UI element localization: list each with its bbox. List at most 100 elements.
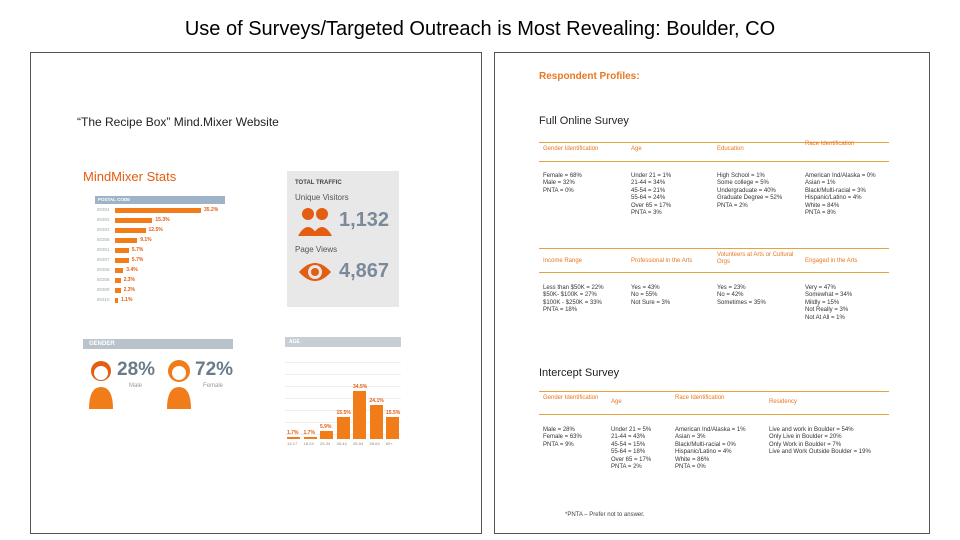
respondent-profiles-panel: Respondent Profiles: Full Online Survey … bbox=[494, 52, 930, 534]
stat-line: Graduate Degree = 52% bbox=[717, 195, 783, 202]
age-category-label: 35-44 bbox=[336, 441, 347, 446]
postal-value-label: 5.7% bbox=[131, 247, 144, 253]
male-label: Male bbox=[129, 383, 143, 389]
stat-line: White = 84% bbox=[805, 202, 840, 209]
postal-code-label: 80308 bbox=[97, 277, 110, 282]
stat-line: Female = 63% bbox=[543, 434, 582, 441]
age-category-label: 65+ bbox=[386, 441, 393, 446]
online-rule-2-top bbox=[539, 248, 889, 249]
postal-code-chart: POSTAL CODE 80304 35.2% 80302 15.3% 80303 12.… bbox=[95, 196, 225, 308]
female-pct: 72% bbox=[195, 359, 234, 380]
postal-header-label: POSTAL CODE bbox=[98, 197, 131, 202]
age-bar bbox=[287, 436, 300, 439]
stat-line: PNTA = 2% bbox=[611, 464, 642, 471]
stat-line: 21-44 = 43% bbox=[611, 434, 646, 441]
postal-bar bbox=[115, 258, 129, 263]
stat-line: Undergraduate = 40% bbox=[717, 187, 776, 194]
stat-line: American Ind/Alaska = 0% bbox=[805, 173, 876, 179]
traffic-header: TOTAL TRAFFIC bbox=[295, 180, 342, 186]
stat-line: Somewhat = 34% bbox=[805, 292, 853, 299]
stat-line: PNTA = 8% bbox=[805, 210, 836, 217]
postal-value-label: 1.1% bbox=[121, 297, 133, 303]
female-label: Female bbox=[203, 383, 224, 389]
stat-line: Asian = 1% bbox=[805, 180, 836, 187]
stat-line: 55-64 = 18% bbox=[611, 449, 646, 456]
intercept-col-age: Under 21 = 5% 21-44 = 43% 45-54 = 15% 55-64… bbox=[611, 427, 651, 471]
stat-line: Not Sure = 3% bbox=[631, 299, 671, 306]
website-title: “The Recipe Box” Mind.Mixer Website bbox=[77, 115, 279, 129]
unique-visitors-value: 1,132 bbox=[339, 209, 390, 231]
postal-code-label: 80305 bbox=[97, 237, 110, 242]
online-col-volunteers: Yes = 23% No = 42% Sometimes = 35% bbox=[717, 285, 766, 307]
page-views-value: 4,867 bbox=[339, 260, 390, 282]
profiles-title: Respondent Profiles: bbox=[539, 71, 640, 82]
stat-line: Less than $50K = 22% bbox=[543, 285, 604, 291]
stat-line: 45-54 = 15% bbox=[611, 441, 646, 448]
postal-value-label: 3.4% bbox=[126, 267, 138, 273]
gender-header-bar bbox=[83, 339, 233, 349]
postal-code-label: 80310 bbox=[97, 297, 110, 302]
stat-line: PNTA = 18% bbox=[543, 307, 578, 314]
online-rule-1-bottom bbox=[539, 161, 889, 162]
stat-line: Asian = 3% bbox=[675, 434, 706, 441]
age-value-label: 34.5% bbox=[353, 384, 368, 390]
stat-line: No = 42% bbox=[717, 292, 744, 299]
age-value-label: 1.7% bbox=[303, 429, 315, 436]
age-value-label: 5.9% bbox=[320, 423, 332, 430]
stat-line: 45-54 = 21% bbox=[631, 187, 666, 194]
age-bar bbox=[320, 430, 333, 439]
online-rule-1-top bbox=[539, 142, 889, 143]
postal-header bbox=[95, 196, 225, 204]
online-hdr-race: Race Identification bbox=[805, 141, 855, 147]
stat-line: Only Work in Boulder = 7% bbox=[769, 441, 842, 448]
age-category-label: 45-54 bbox=[353, 441, 364, 446]
stat-line: Only Live in Boulder = 20% bbox=[769, 434, 842, 441]
age-bar bbox=[369, 405, 383, 439]
online-col-gender: Female = 68% Male = 32% PNTA = 0% bbox=[543, 173, 582, 195]
age-category-label: 13-17 bbox=[287, 441, 298, 446]
age-bar bbox=[386, 417, 399, 439]
stat-line: Not At All = 1% bbox=[805, 314, 845, 321]
intercept-rule-top bbox=[539, 391, 889, 392]
online-hdr-gender: Gender Identification bbox=[543, 146, 599, 152]
intercept-hdr-gender: Gender Identification bbox=[543, 395, 599, 401]
postal-code-label: 80307 bbox=[97, 257, 110, 262]
stat-line: Not Really = 3% bbox=[805, 307, 849, 314]
postal-code-label: 80304 bbox=[97, 207, 110, 212]
stat-line: Over 65 = 17% bbox=[611, 456, 652, 463]
postal-value-label: 15.3% bbox=[155, 217, 170, 223]
stat-line: High School = 1% bbox=[717, 173, 765, 179]
intercept-survey-title: Intercept Survey bbox=[539, 367, 620, 379]
online-col-engaged: Very = 47% Somewhat = 34% Mildly = 15% Not … bbox=[805, 285, 852, 322]
postal-code-label: 80301 bbox=[97, 247, 110, 252]
age-box: AGE 1.7% 13-17 1.7% 18-24 5.9% 25-34 15.5% 35-4… bbox=[285, 337, 401, 449]
age-bar bbox=[353, 391, 366, 439]
intercept-hdr-residency: Residency bbox=[769, 399, 798, 405]
male-pct: 28% bbox=[117, 359, 156, 380]
stat-line: Mildly = 15% bbox=[805, 299, 840, 306]
stats-title: MindMixer Stats bbox=[83, 169, 177, 184]
postal-bar bbox=[115, 268, 124, 273]
stat-line: White = 86% bbox=[675, 456, 710, 463]
people-icon bbox=[298, 208, 332, 236]
stat-line: Over 65 = 17% bbox=[631, 202, 672, 209]
gender-box: GENDER 28% Male 72% Female bbox=[83, 339, 233, 419]
postal-value-label: 35.2% bbox=[204, 207, 219, 213]
stat-line: Under 21 = 5% bbox=[611, 427, 652, 433]
stat-line: PNTA = 0% bbox=[543, 187, 574, 194]
online-hdr-age: Age bbox=[631, 146, 642, 152]
postal-bar bbox=[115, 298, 118, 303]
online-col-race: American Ind/Alaska = 0% Asian = 1% Black/… bbox=[805, 173, 876, 217]
postal-bar bbox=[115, 248, 129, 253]
traffic-box: TOTAL TRAFFIC Unique Visitors 1,132 Page… bbox=[287, 171, 399, 307]
postal-bar bbox=[115, 288, 121, 293]
male-icon bbox=[89, 361, 113, 409]
intercept-hdr-race: Race Identification bbox=[675, 395, 725, 401]
stat-line: 21-44 = 34% bbox=[631, 180, 666, 187]
stat-line: Yes = 23% bbox=[717, 285, 746, 291]
stat-line: Black/Multi-racial = 3% bbox=[805, 187, 866, 194]
online-hdr-education: Education bbox=[717, 146, 744, 152]
intercept-col-race: American Ind/Alaska = 1% Asian = 3% Black/… bbox=[675, 427, 746, 471]
online-survey-title: Full Online Survey bbox=[539, 115, 629, 127]
postal-code-label: 80302 bbox=[97, 217, 110, 222]
